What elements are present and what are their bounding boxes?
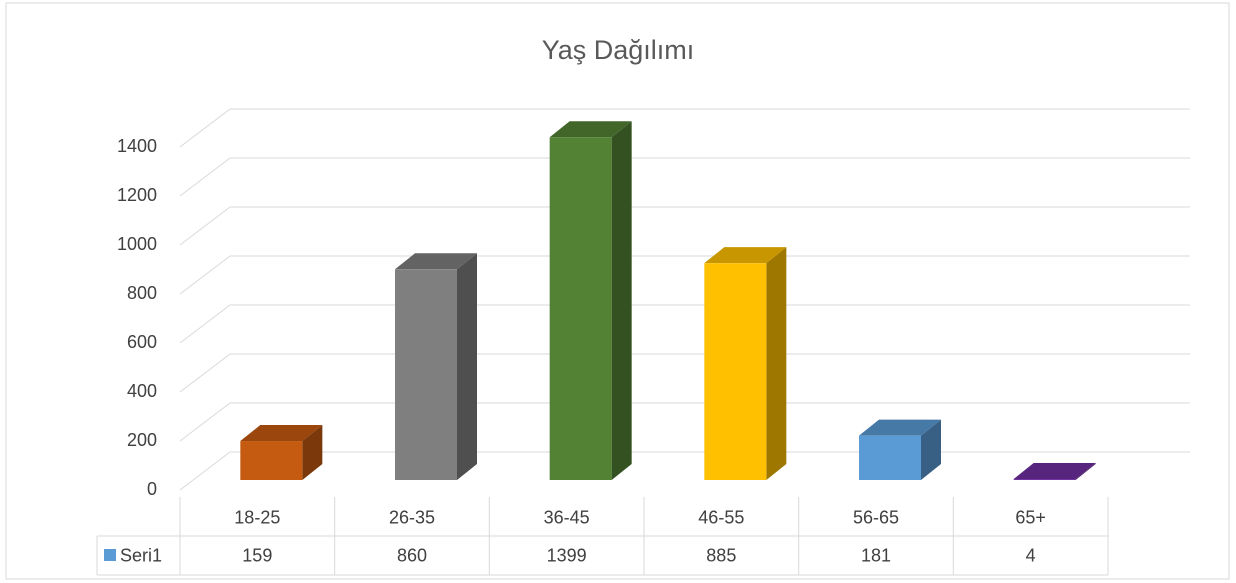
table-value: 1399: [547, 545, 587, 565]
x-tick-label: 26-35: [389, 507, 435, 527]
y-tick-label: 800: [127, 283, 157, 303]
y-tick-label: 1000: [117, 234, 157, 254]
grid-line: [179, 206, 231, 246]
grid-line: [179, 353, 231, 393]
x-tick-label: 65+: [1015, 507, 1046, 527]
x-tick-label: 56-65: [853, 507, 899, 527]
y-tick-label: 0: [147, 479, 157, 499]
bar-top: [395, 253, 477, 270]
grid-line: [179, 451, 231, 491]
x-tick-label: 36-45: [544, 507, 590, 527]
table-value: 159: [242, 545, 272, 565]
y-tick-label: 400: [127, 381, 157, 401]
bar-top: [704, 247, 787, 264]
grid-line: [179, 108, 231, 148]
bar: [1013, 479, 1076, 480]
bar-side: [1075, 463, 1096, 480]
grid-line: [179, 402, 231, 442]
bar-side: [611, 121, 632, 481]
bar: [240, 441, 303, 480]
y-tick-label: 200: [127, 430, 157, 450]
chart-title: Yaş Dağılımı: [542, 35, 695, 65]
bar-side: [457, 253, 477, 480]
bar: [704, 263, 767, 480]
table-value: 860: [397, 545, 427, 565]
bar-top: [240, 425, 323, 442]
y-tick-label: 1200: [117, 185, 157, 205]
table-value: 181: [861, 545, 891, 565]
bar: [549, 137, 612, 480]
bar-top: [859, 419, 941, 436]
x-tick-label: 46-55: [698, 507, 744, 527]
bar-side: [921, 419, 941, 480]
table-value: 885: [706, 545, 736, 565]
grid-line: [179, 255, 231, 295]
bar: [395, 269, 457, 480]
legend-label: Seri1: [120, 545, 162, 565]
bar: [859, 435, 921, 480]
table-value: 4: [1026, 545, 1036, 565]
grid-line: [179, 304, 231, 344]
bar-side: [302, 425, 323, 480]
grid-line: [179, 157, 231, 197]
bar-top: [549, 121, 632, 138]
legend-key: [104, 549, 116, 561]
bar-top: [1013, 463, 1096, 480]
y-tick-label: 600: [127, 332, 157, 352]
y-tick-label: 1400: [117, 136, 157, 156]
bar-side: [766, 247, 787, 480]
x-tick-label: 18-25: [234, 507, 280, 527]
